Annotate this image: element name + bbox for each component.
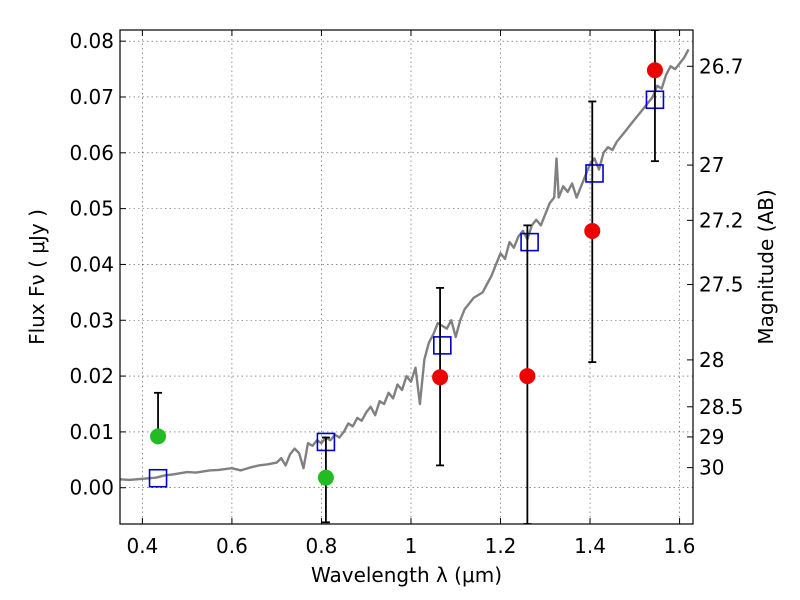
y-axis-label: Flux Fν ( μJy ) <box>25 209 49 345</box>
y-tick-label: 0.04 <box>69 252 114 276</box>
photometry-point <box>519 368 536 385</box>
right-tick-label: 27.2 <box>699 208 744 232</box>
y-tick-label: 0.08 <box>69 29 114 53</box>
y-tick-label: 0.00 <box>69 476 114 500</box>
right-tick-label: 28 <box>699 348 724 372</box>
model-square-point <box>148 468 168 488</box>
right-axis-label: Magnitude (AB) <box>754 189 778 344</box>
ticks: 0.4 0.6 0.8 1 1.2 1.4 1.6 0.00 0.01 0.02 0.03 0.04 0… <box>69 29 743 558</box>
x-tick-label: 0.4 <box>126 534 158 558</box>
right-tick-label: 27 <box>699 153 724 177</box>
x-axis-label: Wavelength λ (μm) <box>311 563 502 587</box>
model-square-point <box>585 164 604 183</box>
right-tick-label: 28.5 <box>699 395 744 419</box>
y-tick-label: 0.02 <box>69 364 114 388</box>
y-tick-label: 0.03 <box>69 308 114 332</box>
x-tick-label: 1.6 <box>664 534 696 558</box>
right-tick-label: 27.5 <box>699 273 744 297</box>
photometry-point <box>646 62 663 79</box>
photometry-point <box>432 369 449 386</box>
right-tick-label: 29 <box>699 425 724 449</box>
x-tick-label: 1.2 <box>485 534 517 558</box>
y-tick-label: 0.01 <box>69 420 114 444</box>
photometry-point <box>584 222 601 239</box>
model-square-point <box>520 232 539 252</box>
plot-frame <box>119 29 694 525</box>
x-tick-label: 1.4 <box>574 534 606 558</box>
grid <box>120 30 693 524</box>
spectrum-line <box>120 48 690 482</box>
x-tick-label: 1 <box>405 534 418 558</box>
model-square-point <box>433 336 452 355</box>
x-tick-label: 0.6 <box>216 534 248 558</box>
right-tick-label: 30 <box>699 456 724 480</box>
x-tick-label: 0.8 <box>306 534 338 558</box>
y-tick-label: 0.05 <box>69 197 114 221</box>
y-tick-label: 0.06 <box>69 141 114 165</box>
photometry-point <box>150 428 167 445</box>
right-tick-label: 26.7 <box>699 54 744 78</box>
y-tick-label: 0.07 <box>69 85 114 109</box>
photometry-point <box>317 469 334 486</box>
data-layer <box>120 30 690 524</box>
